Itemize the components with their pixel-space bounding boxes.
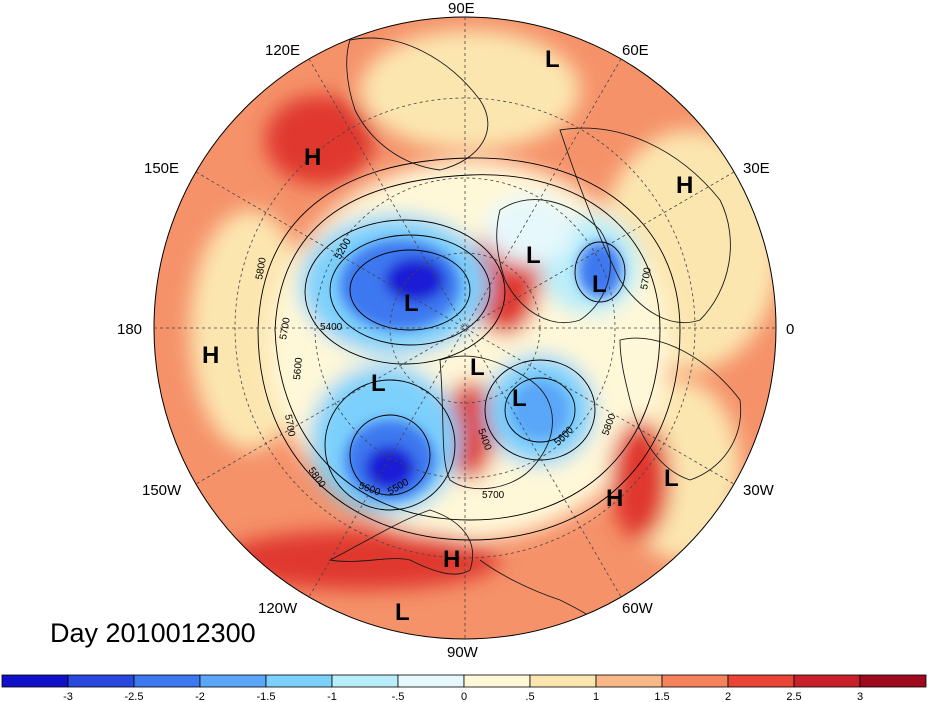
contour-label: 5700 — [482, 490, 505, 501]
pressure-center-low: L — [395, 599, 410, 626]
lon-label-120w: 120W — [258, 600, 298, 617]
colorbar-tick-label: .5 — [525, 691, 534, 702]
lon-label-150w: 150W — [142, 482, 182, 499]
pressure-center-low: L — [664, 465, 679, 492]
pressure-center-high: H — [443, 546, 460, 573]
colorbar-box — [265, 674, 333, 688]
colorbar-tick-label: -.5 — [392, 691, 405, 702]
colorbar-tick-label: 2.5 — [786, 691, 801, 702]
contour-label: 5400 — [320, 322, 343, 333]
lon-label-0: 0 — [786, 321, 794, 338]
colorbar-box — [793, 674, 861, 688]
lon-label-90w: 90W — [447, 644, 479, 661]
pressure-center-high: H — [304, 144, 321, 171]
graticule — [153, 16, 777, 640]
contour-label: 5700 — [282, 414, 297, 438]
colorbar-box — [727, 674, 795, 688]
lon-label-30e: 30E — [743, 160, 770, 177]
contour-label: 5600 — [292, 357, 305, 381]
colorbar-box — [67, 674, 135, 688]
page-title: Day 2010012300 — [50, 618, 256, 648]
lon-label-30w: 30W — [743, 482, 775, 499]
colorbar-box — [661, 674, 729, 688]
colorbar-tick-label: 0 — [461, 691, 467, 702]
pressure-center-low: L — [526, 242, 541, 269]
colorbar-box — [133, 674, 201, 688]
longitude-labels: 90E 60E 30E 0 30W 60W 90W 120W 150W 180 … — [117, 0, 794, 661]
pressure-center-high: H — [606, 485, 623, 512]
pressure-center-low: L — [592, 271, 607, 298]
colorbar-box — [331, 674, 399, 688]
anomaly-field — [154, 17, 776, 639]
colorbar-tick-label: -2 — [195, 691, 205, 702]
lon-label-120e: 120E — [265, 42, 300, 59]
colorbar-tick-label: -1 — [327, 691, 337, 702]
pressure-center-high: H — [676, 172, 693, 199]
colorbar-box — [1, 674, 69, 688]
lon-label-150e: 150E — [144, 160, 179, 177]
colorbar-tick-label: 1 — [593, 691, 599, 702]
polar-map: 90E 60E 30E 0 30W 60W 90W 120W 150W 180 … — [117, 0, 794, 661]
colorbar-tick-label: 2 — [725, 691, 731, 702]
coastlines — [328, 37, 742, 636]
lon-label-90e: 90E — [448, 0, 475, 17]
lon-label-60w: 60W — [622, 600, 654, 617]
colorbar: -3 -2.5 -2 -1.5 -1 -.5 0 .5 1 1.5 2 2.5 3 — [1, 674, 927, 702]
height-contours — [257, 157, 681, 541]
lon-label-60e: 60E — [622, 42, 649, 59]
contour-label: 5700 — [639, 266, 654, 290]
colorbar-box — [529, 674, 597, 688]
colorbar-tick-label: -2.5 — [125, 691, 144, 702]
colorbar-box — [463, 674, 531, 688]
colorbar-box — [199, 674, 267, 688]
colorbar-box — [859, 674, 927, 688]
contour-label: 5700 — [278, 316, 293, 340]
colorbar-tick-label: 1.5 — [654, 691, 669, 702]
colorbar-tick-label: -1.5 — [257, 691, 276, 702]
colorbar-tick-label: -3 — [63, 691, 73, 702]
colorbar-box — [397, 674, 465, 688]
colorbar-box — [595, 674, 663, 688]
colorbar-boxes — [1, 674, 927, 688]
pressure-center-high: H — [202, 342, 219, 369]
pressure-center-low: L — [512, 385, 527, 412]
pressure-center-low: L — [404, 290, 419, 317]
pressure-center-low: L — [371, 370, 386, 397]
pressure-center-low: L — [470, 354, 485, 381]
lon-label-180: 180 — [117, 321, 142, 338]
colorbar-tick-label: 3 — [857, 691, 863, 702]
contour-label: 5800 — [254, 256, 269, 280]
pressure-center-low: L — [545, 46, 560, 73]
colorbar-ticks: -3 -2.5 -2 -1.5 -1 -.5 0 .5 1 1.5 2 2.5 3 — [63, 691, 863, 702]
pressure-centers: L H H L L L H L L L H L H H L — [202, 46, 693, 626]
